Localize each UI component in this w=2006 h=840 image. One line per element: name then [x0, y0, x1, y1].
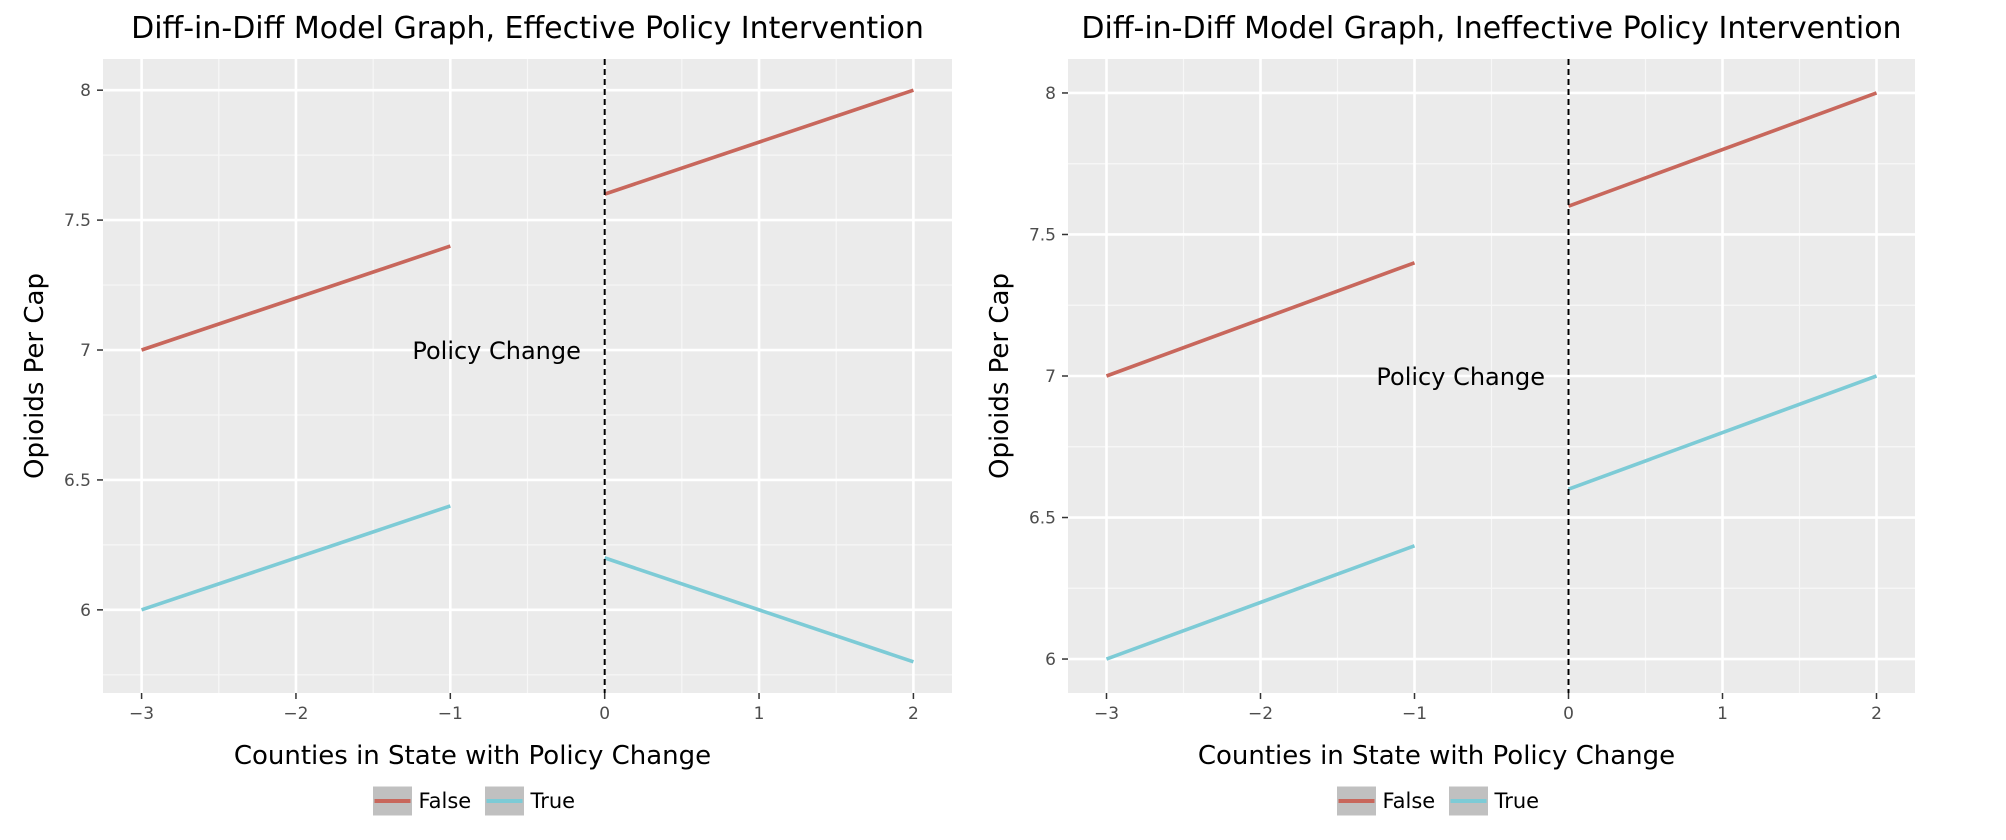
x-tick-label: 1	[754, 704, 765, 724]
annotation-label: Policy Change	[412, 337, 581, 365]
x-axis-label: Counties in State with Policy Change	[234, 741, 711, 771]
y-tick-label: 8	[1045, 84, 1056, 104]
x-axis-label: Counties in State with Policy Change	[1198, 741, 1675, 771]
legend-label-false: False	[419, 789, 472, 813]
legend-label-true: True	[530, 789, 576, 813]
y-tick-label: 6	[80, 601, 91, 621]
y-tick-label: 8	[80, 81, 91, 101]
legend-label-false: False	[1383, 789, 1436, 813]
x-tick-label: −3	[129, 704, 154, 724]
series-line-true	[1567, 374, 1878, 491]
y-axis-label: Opioids Per Cap	[985, 273, 1015, 479]
chart-title: Diff-in-Diff Model Graph, Effective Poli…	[131, 11, 924, 46]
x-tick-label: 2	[1871, 704, 1882, 724]
x-tick-label: −2	[283, 704, 308, 724]
x-tick-label: −3	[1094, 704, 1119, 724]
x-tick-label: 0	[599, 704, 610, 724]
legend-label-true: True	[1494, 789, 1540, 813]
series-line-false	[141, 244, 451, 352]
chart-title: Diff-in-Diff Model Graph, Ineffective Po…	[1081, 11, 1901, 46]
y-tick-label: 6	[1045, 650, 1056, 670]
y-tick-label: 7	[80, 341, 91, 361]
chart-panel-2: −3 −2 −1 0 1 2 6 6.5 7 7.5 8 Policy Change Diff-in-D…	[985, 11, 1915, 817]
series-line-false	[1105, 261, 1416, 378]
y-tick-label: 7.5	[1029, 225, 1056, 245]
x-tick-label: 1	[1717, 704, 1728, 724]
x-tick-label: 2	[908, 704, 919, 724]
x-tick-label: 0	[1563, 704, 1574, 724]
y-tick-label: 6.5	[64, 471, 91, 491]
x-tick-label: −1	[438, 704, 463, 724]
series-line-true	[1105, 544, 1416, 661]
y-tick-label: 6.5	[1029, 509, 1056, 529]
series-line-false	[1567, 91, 1878, 208]
series-line-true	[604, 556, 914, 664]
y-tick-label: 7	[1045, 367, 1056, 387]
annotation-label: Policy Change	[1376, 363, 1545, 391]
x-tick-label: −1	[1402, 704, 1427, 724]
y-axis-label: Opioids Per Cap	[20, 273, 50, 479]
chart-panel-1: −3 −2 −1 0 1 2 6 6.5 7 7.5 8 Policy Change Diff-in-D…	[20, 11, 952, 817]
x-tick-label: −2	[1248, 704, 1273, 724]
series-line-false	[604, 88, 914, 196]
series-line-true	[141, 504, 451, 612]
y-tick-label: 7.5	[64, 211, 91, 231]
